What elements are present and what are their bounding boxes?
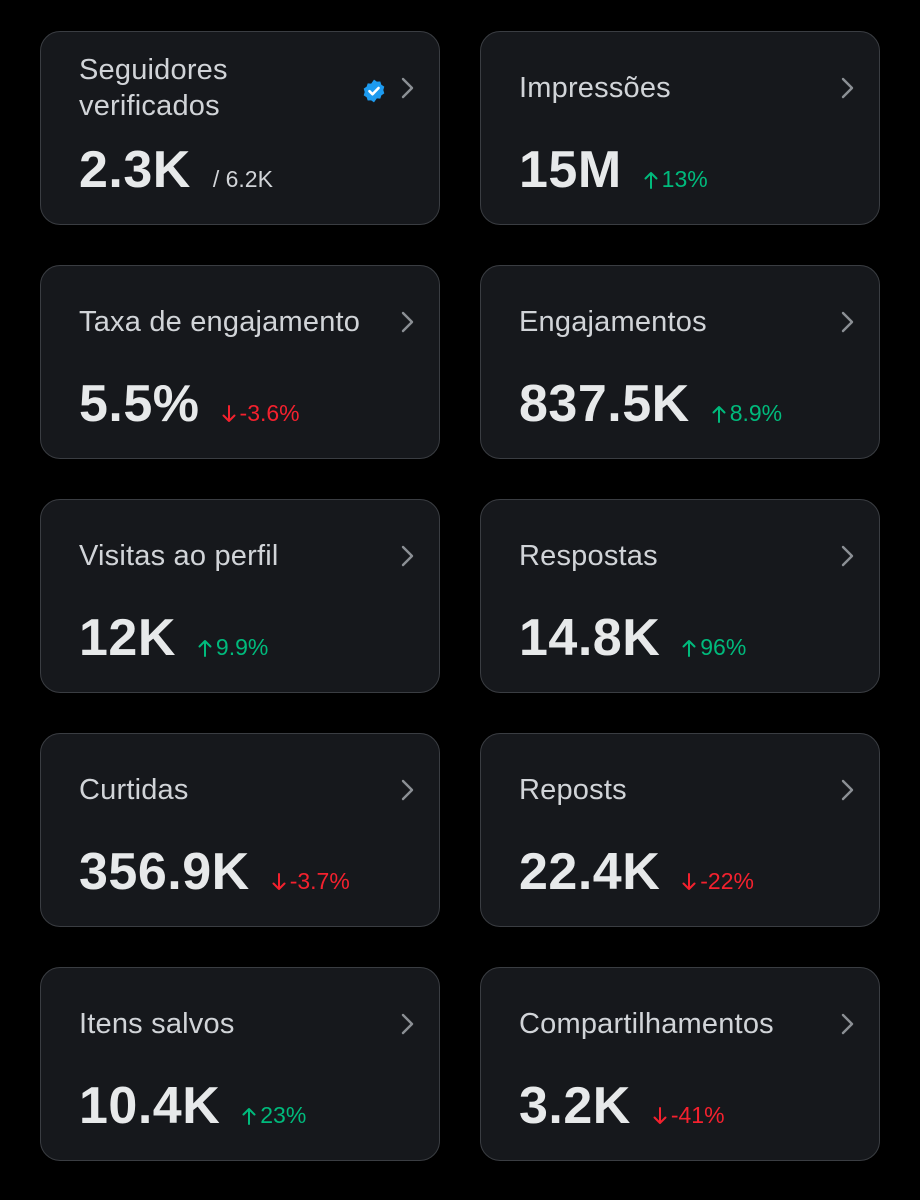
delta-value: -3.6% bbox=[239, 400, 300, 426]
metric-value: 837.5K bbox=[519, 375, 690, 433]
chevron-right-icon bbox=[401, 779, 414, 801]
delta-value: 23% bbox=[260, 1102, 307, 1128]
delta-badge: -22% bbox=[682, 868, 754, 895]
card-shares[interactable]: Compartilhamentos 3.2K -41% bbox=[480, 967, 880, 1161]
metric-value: 10.4K bbox=[79, 1077, 221, 1135]
card-saved-items[interactable]: Itens salvos 10.4K 23% bbox=[40, 967, 440, 1161]
metric-value: 22.4K bbox=[519, 843, 661, 901]
arrow-up-icon bbox=[682, 640, 696, 657]
value-row: 5.5% -3.6% bbox=[79, 374, 300, 434]
value-row: 10.4K 23% bbox=[79, 1076, 306, 1136]
card-title: Visitas ao perfil bbox=[79, 540, 279, 572]
card-engagement-rate[interactable]: Taxa de engajamento 5.5% -3.6% bbox=[40, 265, 440, 459]
card-engagements[interactable]: Engajamentos 837.5K 8.9% bbox=[480, 265, 880, 459]
value-row: 15M 13% bbox=[519, 140, 708, 200]
card-title: Itens salvos bbox=[79, 1008, 235, 1040]
value-row: 837.5K 8.9% bbox=[519, 374, 782, 434]
arrow-up-icon bbox=[242, 1108, 256, 1125]
arrow-down-icon bbox=[653, 1107, 667, 1124]
value-row: 3.2K -41% bbox=[519, 1076, 725, 1136]
card-verified-followers[interactable]: Seguidores verificados 2.3K / 6.2K bbox=[40, 31, 440, 225]
chevron-right-icon bbox=[401, 311, 414, 333]
arrow-down-icon bbox=[272, 873, 286, 890]
chevron-right-icon bbox=[401, 77, 414, 99]
metric-value: 15M bbox=[519, 141, 622, 199]
delta-badge: 13% bbox=[644, 166, 708, 193]
chevron-right-icon bbox=[841, 779, 854, 801]
delta-badge: -3.6% bbox=[222, 400, 300, 427]
delta-value: -22% bbox=[700, 868, 754, 894]
chevron-right-icon bbox=[401, 1013, 414, 1035]
delta-value: -41% bbox=[670, 1102, 725, 1128]
card-replies[interactable]: Respostas 14.8K 96% bbox=[480, 499, 880, 693]
metric-value: 5.5% bbox=[79, 375, 200, 433]
delta-badge: 8.9% bbox=[712, 400, 782, 427]
card-title: Seguidores verificados bbox=[79, 54, 228, 122]
delta-badge: 23% bbox=[242, 1102, 306, 1129]
card-title: Impressões bbox=[519, 72, 671, 104]
arrow-up-icon bbox=[198, 640, 212, 657]
metric-value: 3.2K bbox=[519, 1077, 631, 1135]
value-row: 2.3K / 6.2K bbox=[79, 140, 273, 200]
delta-value: -3.7% bbox=[289, 868, 350, 894]
arrow-up-icon bbox=[712, 406, 726, 423]
arrow-down-icon bbox=[682, 873, 696, 890]
card-title: Reposts bbox=[519, 774, 627, 806]
card-title: Taxa de engajamento bbox=[79, 306, 361, 338]
card-impressions[interactable]: Impressões 15M 13% bbox=[480, 31, 880, 225]
delta-value: 9.9% bbox=[215, 634, 269, 660]
metric-value: 356.9K bbox=[79, 843, 250, 901]
card-reposts[interactable]: Reposts 22.4K -22% bbox=[480, 733, 880, 927]
metric-value: 14.8K bbox=[519, 609, 661, 667]
value-row: 22.4K -22% bbox=[519, 842, 754, 902]
chevron-right-icon bbox=[841, 1013, 854, 1035]
value-row: 356.9K -3.7% bbox=[79, 842, 350, 902]
chevron-right-icon bbox=[841, 545, 854, 567]
delta-badge: -3.7% bbox=[272, 868, 350, 895]
metric-total: / 6.2K bbox=[212, 166, 273, 192]
delta-badge: 9.9% bbox=[198, 634, 268, 661]
card-title: Engajamentos bbox=[519, 306, 707, 338]
value-row: 14.8K 96% bbox=[519, 608, 746, 668]
chevron-right-icon bbox=[841, 77, 854, 99]
card-title: Curtidas bbox=[79, 774, 189, 806]
card-likes[interactable]: Curtidas 356.9K -3.7% bbox=[40, 733, 440, 927]
delta-value: 96% bbox=[700, 634, 747, 660]
card-title: Respostas bbox=[519, 540, 658, 572]
card-profile-visits[interactable]: Visitas ao perfil 12K 9.9% bbox=[40, 499, 440, 693]
chevron-right-icon bbox=[401, 545, 414, 567]
delta-badge: 96% bbox=[682, 634, 746, 661]
verified-badge-icon bbox=[363, 79, 385, 103]
card-title: Compartilhamentos bbox=[519, 1008, 774, 1040]
metric-value: 2.3K bbox=[79, 141, 191, 199]
arrow-down-icon bbox=[222, 405, 236, 422]
value-row: 12K 9.9% bbox=[79, 608, 268, 668]
metric-value: 12K bbox=[79, 609, 176, 667]
delta-value: 8.9% bbox=[729, 400, 783, 426]
chevron-right-icon bbox=[841, 311, 854, 333]
arrow-up-icon bbox=[644, 172, 658, 189]
delta-value: 13% bbox=[661, 166, 708, 192]
delta-badge: -41% bbox=[653, 1102, 725, 1129]
